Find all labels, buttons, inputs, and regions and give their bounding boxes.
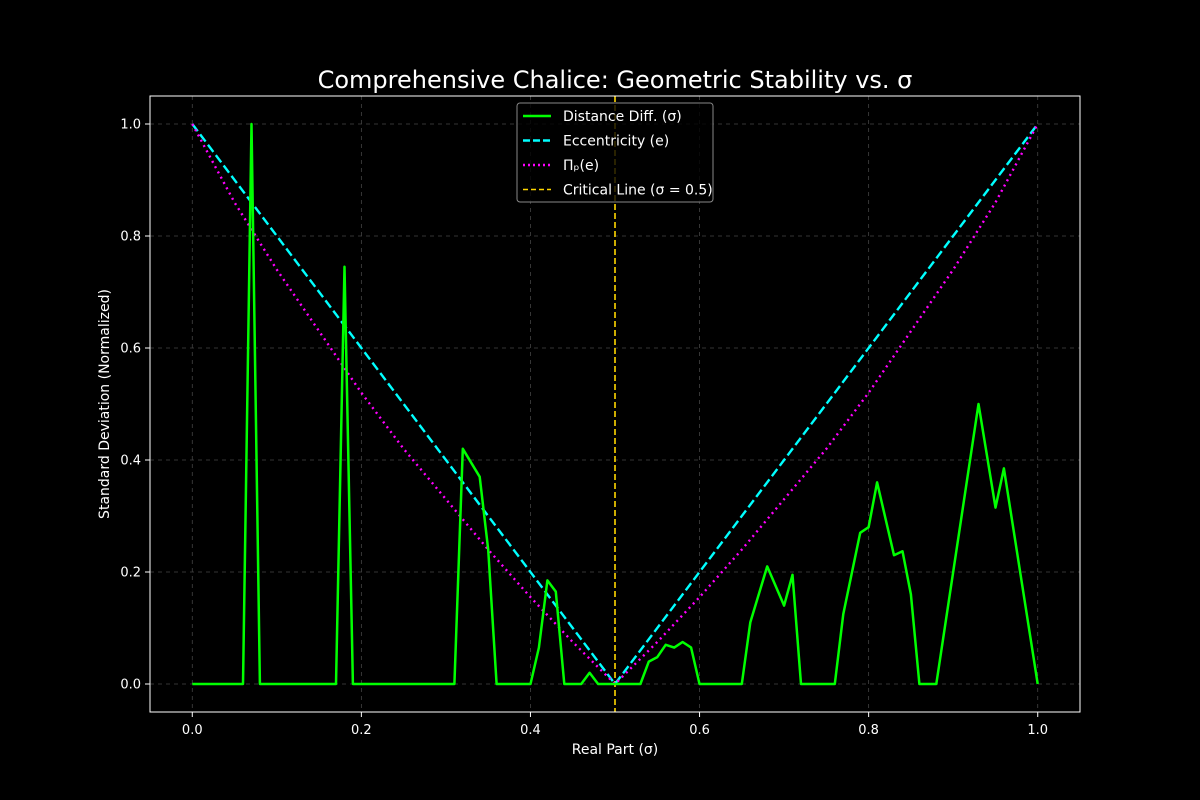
x-axis-label: Real Part (σ) <box>572 742 659 758</box>
legend-label: Critical Line (σ = 0.5) <box>563 183 713 199</box>
legend-label: Distance Diff. (σ) <box>563 109 682 125</box>
y-tick-label: 0.0 <box>120 678 141 693</box>
axis-ticks: 0.0 0.2 0.4 0.6 0.8 1.0 0.0 0.2 0.4 0.6 0.8 1.0 <box>120 118 1048 739</box>
y-tick-label: 1.0 <box>120 118 141 133</box>
series-line-0 <box>192 122 1039 686</box>
x-tick-label: 0.0 <box>182 723 203 738</box>
legend: Distance Diff. (σ) Eccentricity (e) Πₚ(e) C… <box>516 102 714 203</box>
x-tick-label: 0.6 <box>689 723 710 738</box>
x-tick-label: 1.0 <box>1027 723 1048 738</box>
y-axis-label: Standard Deviation (Normalized) <box>97 289 113 519</box>
legend-label: Πₚ(e) <box>563 158 599 174</box>
chart-title: Comprehensive Chalice: Geometric Stabili… <box>318 66 913 94</box>
y-tick-label: 0.8 <box>120 230 141 245</box>
axes-frame <box>149 95 1081 713</box>
legend-box <box>516 102 714 203</box>
x-tick-label: 0.8 <box>858 723 879 738</box>
y-tick-label: 0.2 <box>120 566 141 581</box>
series-line-2 <box>191 123 1039 686</box>
y-tick-label: 0.4 <box>120 454 141 469</box>
x-tick-label: 0.4 <box>520 723 541 738</box>
legend-label: Eccentricity (e) <box>563 134 669 150</box>
y-tick-label: 0.6 <box>120 342 141 357</box>
x-tick-label: 0.2 <box>351 723 372 738</box>
